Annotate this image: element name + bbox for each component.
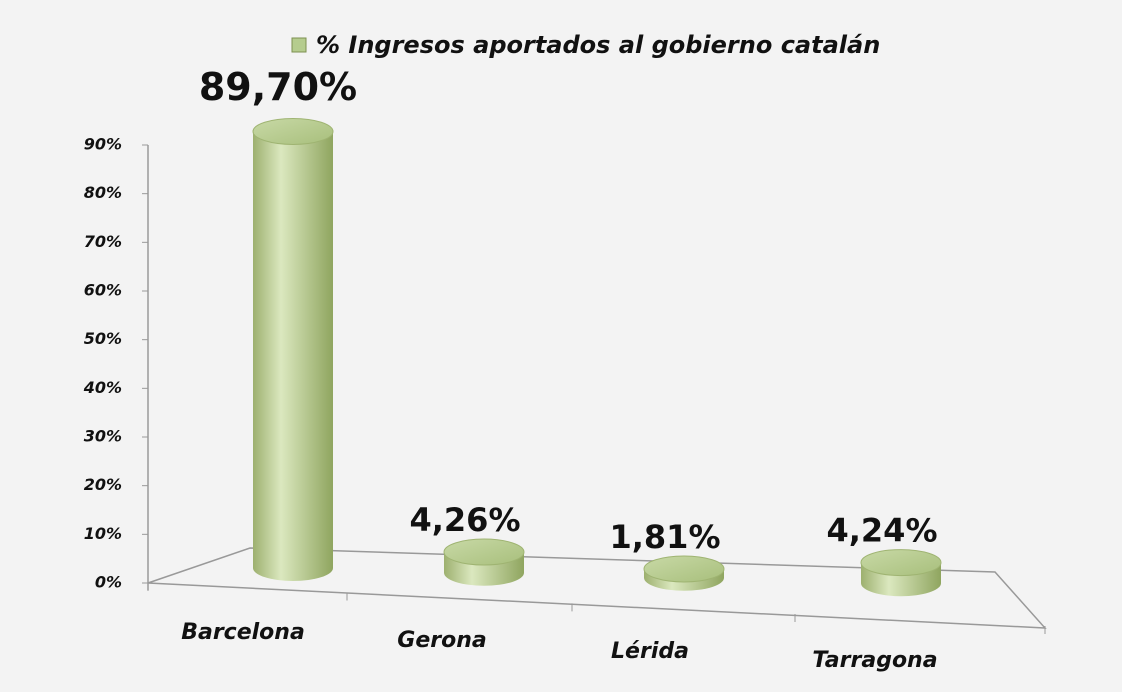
x-tick-label: Lérida [611, 639, 689, 664]
y-tick-label tick: 20% [84, 475, 122, 494]
cylinder-top [252, 117, 334, 145]
value-label: 4,24% [826, 512, 937, 550]
cylinder-top [443, 538, 525, 566]
y-tick-label tick: 80% [84, 183, 122, 202]
y-tick-label tick: 10% [84, 524, 122, 543]
value-label: 4,26% [409, 501, 520, 539]
y-tick-label tick: 50% [84, 329, 122, 348]
y-tick-label tick: 40% [83, 378, 122, 397]
value-label: 1,81% [609, 518, 720, 556]
cylinder-top [860, 549, 942, 577]
x-tick-label: Tarragona [812, 648, 937, 673]
y-tick-label tick: 90% [84, 135, 122, 154]
y-tick-label tick: 30% [84, 427, 122, 446]
x-tick-label: Gerona [397, 628, 486, 653]
legend-swatch [291, 37, 307, 53]
value-label: 89,70% [199, 65, 357, 109]
y-tick-label tick: 0% [95, 573, 122, 592]
floor [147, 547, 1047, 629]
x-tick-label: Barcelona [181, 620, 305, 645]
cylinder [253, 131, 333, 581]
cylinder-top [643, 555, 725, 583]
y-tick-label tick: 70% [84, 232, 122, 251]
legend-label: % Ingresos aportados al gobierno catalán [316, 31, 880, 59]
y-tick-label tick: 60% [84, 281, 122, 300]
